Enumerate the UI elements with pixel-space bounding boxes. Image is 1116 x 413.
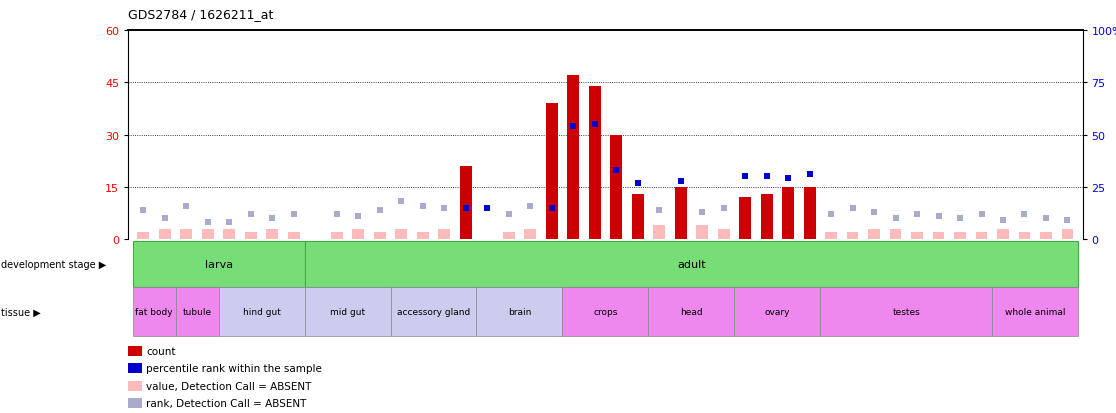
Bar (589, 87, 600, 240)
Text: adult: adult (677, 259, 705, 269)
Bar (460, 166, 472, 240)
Bar (353, 229, 364, 240)
Bar (305, 287, 391, 337)
Bar (739, 198, 751, 240)
Text: development stage ▶: development stage ▶ (1, 259, 106, 269)
Bar (648, 287, 734, 337)
Bar (825, 233, 837, 240)
Bar (997, 229, 1009, 240)
Bar (546, 104, 558, 240)
Bar (696, 225, 708, 240)
Bar (675, 188, 686, 240)
Bar (305, 242, 1078, 287)
Bar (477, 287, 562, 337)
Bar (804, 188, 816, 240)
Bar (782, 188, 793, 240)
Bar (267, 229, 278, 240)
Bar (525, 229, 536, 240)
Text: count: count (146, 346, 175, 356)
Bar (954, 233, 966, 240)
Text: fat body: fat body (135, 307, 173, 316)
Text: ovary: ovary (764, 307, 790, 316)
Bar (868, 229, 881, 240)
Bar (391, 287, 477, 337)
Bar (1061, 229, 1074, 240)
Text: hind gut: hind gut (242, 307, 280, 316)
Bar (975, 233, 988, 240)
Bar (219, 287, 305, 337)
Text: tissue ▶: tissue ▶ (1, 307, 41, 317)
Bar (562, 287, 648, 337)
Bar (503, 233, 514, 240)
Bar (889, 229, 902, 240)
Bar (718, 229, 730, 240)
Bar (158, 229, 171, 240)
Text: testes: testes (893, 307, 921, 316)
Bar (992, 287, 1078, 337)
Bar (610, 135, 622, 240)
Bar (330, 233, 343, 240)
Bar (137, 233, 150, 240)
Text: mid gut: mid gut (330, 307, 365, 316)
Text: accessory gland: accessory gland (397, 307, 470, 316)
Bar (181, 229, 192, 240)
Bar (567, 76, 579, 240)
Bar (1019, 233, 1030, 240)
Bar (933, 233, 944, 240)
Text: tubule: tubule (183, 307, 212, 316)
Bar (133, 242, 305, 287)
Bar (202, 229, 214, 240)
Bar (175, 287, 219, 337)
Bar (820, 287, 992, 337)
Bar (439, 229, 450, 240)
Bar (395, 229, 407, 240)
Bar (244, 233, 257, 240)
Text: percentile rank within the sample: percentile rank within the sample (146, 363, 323, 373)
Bar (847, 233, 858, 240)
Text: whole animal: whole animal (1006, 307, 1066, 316)
Bar (1040, 233, 1052, 240)
Text: GDS2784 / 1626211_at: GDS2784 / 1626211_at (128, 8, 273, 21)
Bar (911, 233, 923, 240)
Text: value, Detection Call = ABSENT: value, Detection Call = ABSENT (146, 381, 311, 391)
Text: crops: crops (594, 307, 617, 316)
Bar (374, 233, 386, 240)
Bar (288, 233, 300, 240)
Text: head: head (680, 307, 703, 316)
Bar (734, 287, 820, 337)
Bar (417, 233, 429, 240)
Bar (632, 195, 644, 240)
Text: brain: brain (508, 307, 531, 316)
Bar (223, 229, 235, 240)
Bar (653, 225, 665, 240)
Text: rank, Detection Call = ABSENT: rank, Detection Call = ABSENT (146, 398, 307, 408)
Bar (133, 287, 175, 337)
Text: larva: larva (204, 259, 232, 269)
Bar (761, 195, 772, 240)
